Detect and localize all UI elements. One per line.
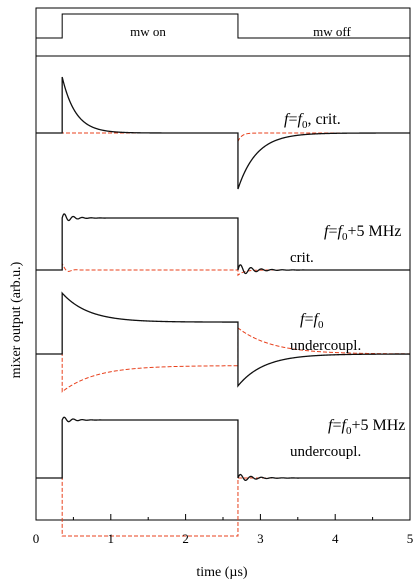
in-phase-trace-panel-1 [36, 76, 410, 190]
in-phase-trace-panel-2 [36, 213, 410, 275]
mw-off-label: mw off [313, 24, 351, 39]
x-axis: 0 1 2 3 4 5 [33, 514, 414, 546]
panel-sublabel-2: crit. [290, 250, 314, 266]
quadrature-trace-panel-4 [36, 477, 410, 537]
mw-pulse-trace [36, 13, 410, 39]
x-tick-label-4: 4 [332, 531, 339, 546]
x-axis-title: time (µs) [196, 565, 248, 580]
quadrature-trace-panel-2 [36, 262, 410, 277]
panel-label-2: f=f0+5 MHz [324, 223, 401, 243]
panel-label-4: f=f0+5 MHz [328, 417, 405, 437]
quadrature-trace-panel-1 [36, 132, 410, 142]
x-tick-label-3: 3 [257, 531, 264, 546]
x-tick-label-5: 5 [407, 531, 414, 546]
panel-sublabel-3: undercoupl. [290, 338, 361, 354]
x-tick-label-2: 2 [182, 531, 189, 546]
in-phase-trace-panel-3 [36, 291, 411, 388]
panel-sublabel-4: undercoupl. [290, 444, 361, 460]
x-tick-label-1: 1 [108, 531, 115, 546]
quadrature-trace-panel-3 [36, 326, 410, 393]
x-tick-label-0: 0 [33, 531, 40, 546]
panel-label-layer: f=f0, crit. f=f0+5 MHz crit. f=f0 undercoupl… [284, 111, 405, 460]
panel-label-3: f=f0 [300, 311, 324, 331]
series-layer [36, 76, 411, 537]
in-phase-trace-panel-4 [36, 416, 410, 481]
panel-label-1: f=f0, crit. [284, 111, 341, 131]
mw-on-label: mw on [130, 24, 166, 39]
y-axis-title: mixer output (arb.u.) [9, 261, 24, 378]
